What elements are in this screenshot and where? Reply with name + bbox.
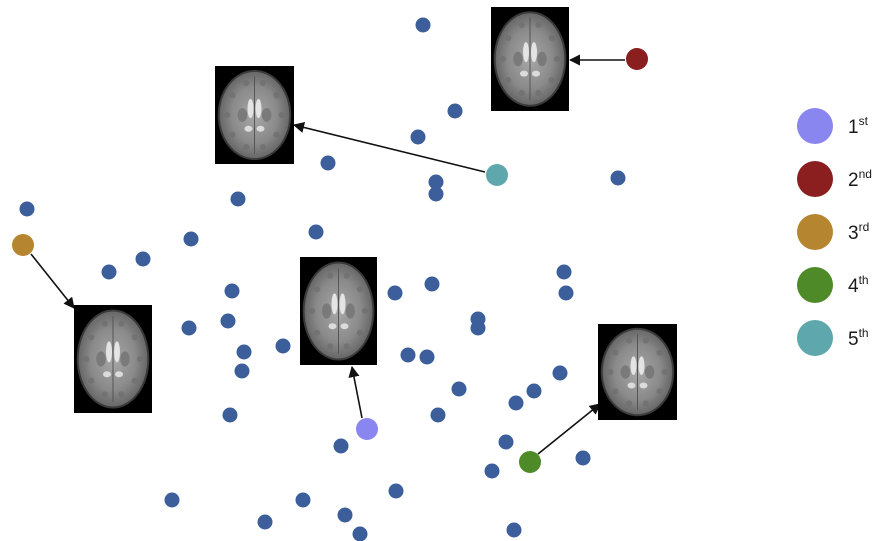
highlighted-point-1	[356, 418, 378, 440]
legend-swatch	[797, 267, 833, 303]
background-point	[610, 170, 626, 186]
background-point	[257, 514, 273, 530]
background-point	[498, 434, 514, 450]
background-point	[337, 507, 353, 523]
background-point	[508, 395, 524, 411]
legend-label: 2nd	[848, 167, 872, 191]
highlighted-points	[12, 48, 648, 473]
brain-mri-slice-icon	[491, 7, 569, 111]
legend-label: 5th	[848, 326, 869, 350]
background-point	[222, 407, 238, 423]
brain-mri-slice-icon	[74, 305, 152, 413]
background-point	[135, 251, 151, 267]
background-point	[424, 276, 440, 292]
arrows	[30, 54, 625, 455]
highlighted-point-4	[519, 451, 541, 473]
arrow-1	[348, 365, 363, 419]
background-point	[419, 349, 435, 365]
legend-swatch	[797, 108, 833, 144]
background-point	[451, 381, 467, 397]
legend-item-1: 1st	[797, 108, 869, 144]
background-point	[181, 320, 197, 336]
legend-swatch	[797, 320, 833, 356]
background-point	[388, 483, 404, 499]
background-point	[234, 363, 250, 379]
highlighted-point-3	[12, 234, 34, 256]
background-point	[320, 155, 336, 171]
background-point	[333, 438, 349, 454]
background-point	[415, 17, 431, 33]
background-point	[575, 450, 591, 466]
background-points	[19, 17, 626, 541]
background-point	[470, 320, 486, 336]
background-point	[230, 191, 246, 207]
legend-item-5: 5th	[797, 320, 869, 356]
background-point	[164, 492, 180, 508]
highlighted-point-5	[486, 164, 508, 186]
background-point	[430, 407, 446, 423]
background-point	[400, 347, 416, 363]
arrow-3	[30, 253, 75, 309]
legend-swatch	[797, 214, 833, 250]
arrow-5	[292, 121, 486, 173]
background-point	[506, 522, 522, 538]
brain-mri-slice-icon	[215, 66, 294, 164]
legend-label: 1st	[848, 114, 869, 138]
legend-label: 4th	[848, 273, 869, 297]
legend-item-2: 2nd	[797, 161, 872, 197]
background-point	[295, 492, 311, 508]
legend-label: 3rd	[848, 220, 869, 244]
background-point	[428, 186, 444, 202]
legend-swatch	[797, 161, 833, 197]
background-point	[556, 264, 572, 280]
background-point	[387, 285, 403, 301]
legend: 1st 2nd 3rd 4th 5th	[797, 108, 872, 356]
background-point	[352, 526, 368, 541]
background-point	[558, 285, 574, 301]
arrow-4	[537, 403, 601, 455]
background-point	[428, 174, 444, 190]
background-point	[275, 338, 291, 354]
background-point	[526, 383, 542, 399]
legend-item-3: 3rd	[797, 214, 869, 250]
brain-mri-slice-icon	[598, 324, 677, 420]
background-point	[101, 264, 117, 280]
background-point	[19, 201, 35, 217]
background-point	[410, 129, 426, 145]
background-point	[224, 283, 240, 299]
brain-mri-slice-icon	[300, 257, 377, 365]
background-point	[447, 103, 463, 119]
legend-item-4: 4th	[797, 267, 869, 303]
background-point	[308, 224, 324, 240]
background-point	[236, 344, 252, 360]
background-point	[220, 313, 236, 329]
background-point	[484, 463, 500, 479]
highlighted-point-2	[626, 48, 648, 70]
background-point	[552, 365, 568, 381]
background-point	[183, 231, 199, 247]
mri-thumbnails	[74, 7, 677, 420]
